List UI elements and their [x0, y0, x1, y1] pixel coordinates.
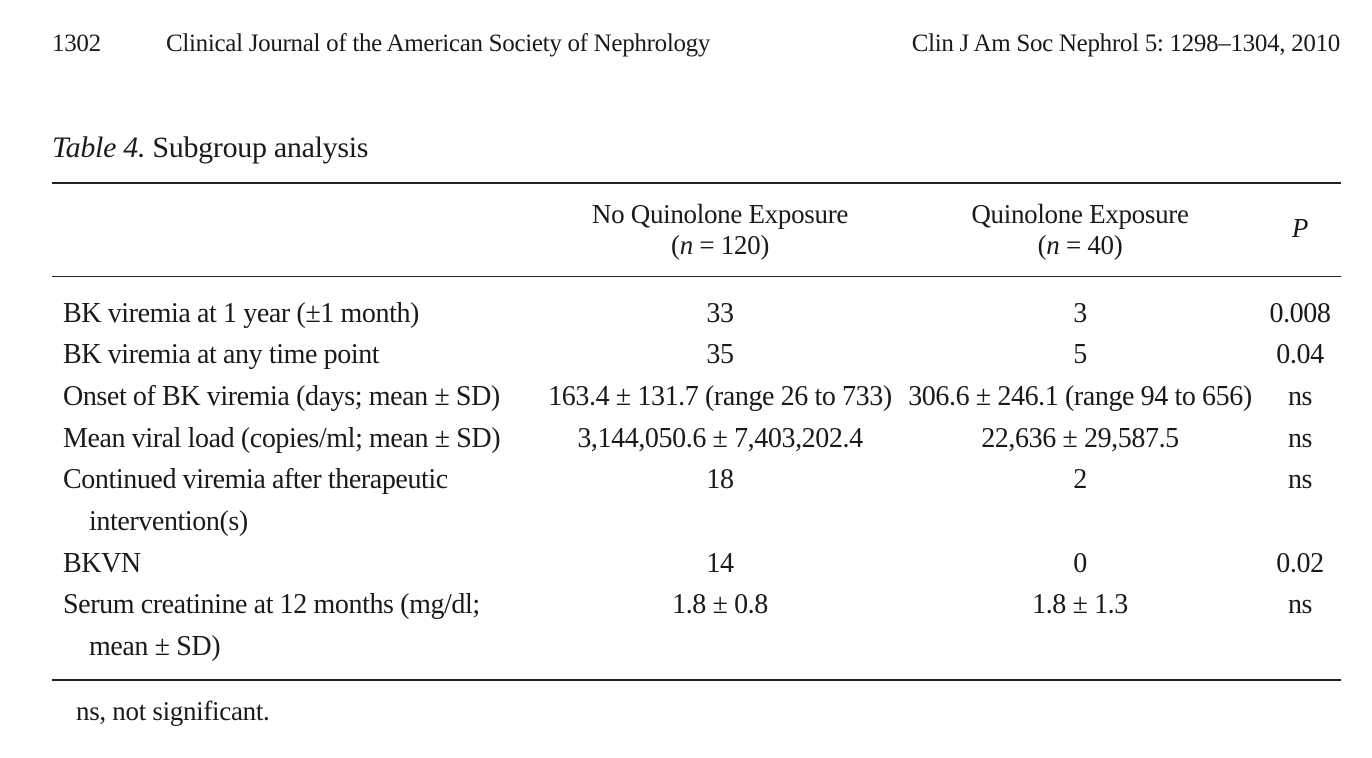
bottom-rule — [52, 679, 1341, 681]
value-quinolone: 5 — [1073, 339, 1087, 370]
value-quinolone: 22,636 ± 29,587.5 — [981, 423, 1179, 454]
p-value: ns — [1287, 381, 1313, 412]
value-no-quinolone: 35 — [706, 339, 734, 370]
p-value: 0.02 — [1276, 548, 1324, 579]
citation: Clin J Am Soc Nephrol 5: 1298–1304, 2010 — [911, 30, 1341, 57]
p-value: 0.04 — [1276, 339, 1324, 370]
row-label: Serum creatinine at 12 months (mg/dl; me… — [63, 584, 543, 667]
journal-name: Clinical Journal of the American Society… — [166, 30, 711, 57]
value-quinolone: 306.6 ± 246.1 (range 94 to 656) — [908, 381, 1252, 412]
value-no-quinolone: 33 — [706, 298, 734, 329]
row-label-continuation: intervention(s) — [89, 505, 248, 537]
column-header-p: P — [1291, 213, 1309, 243]
page-header: 1302 Clinical Journal of the American So… — [52, 30, 1340, 64]
value-no-quinolone: 3,144,050.6 ± 7,403,202.4 — [577, 423, 863, 454]
column-header-no-quinolone-name: No Quinolone Exposure — [591, 199, 849, 229]
page-number: 1302 — [52, 30, 101, 57]
row-label: Continued viremia after therapeutic inte… — [63, 459, 543, 542]
p-value: 0.008 — [1269, 298, 1331, 329]
value-no-quinolone: 163.4 ± 131.7 (range 26 to 733) — [548, 381, 892, 412]
column-header-quinolone: Quinolone Exposure (n = 40) — [920, 199, 1240, 261]
value-no-quinolone: 14 — [706, 548, 734, 579]
header-rule — [52, 276, 1341, 277]
value-quinolone: 2 — [1073, 464, 1087, 495]
row-label: BK viremia at 1 year (±1 month) — [63, 298, 419, 329]
row-label: BKVN — [63, 548, 141, 579]
column-header-no-quinolone: No Quinolone Exposure (n = 120) — [560, 199, 880, 261]
value-no-quinolone: 18 — [706, 464, 734, 495]
value-quinolone: 0 — [1073, 548, 1087, 579]
p-value: ns — [1287, 589, 1313, 620]
n-value: = 40) — [1065, 230, 1123, 260]
row-label: BK viremia at any time point — [63, 339, 380, 370]
column-header-quinolone-n: (n = 40) — [1037, 230, 1123, 260]
column-header-no-quinolone-n: (n = 120) — [670, 230, 770, 260]
value-quinolone: 3 — [1073, 298, 1087, 329]
p-value: ns — [1287, 464, 1313, 495]
table-title-text: Subgroup analysis — [152, 131, 369, 164]
value-quinolone: 1.8 ± 1.3 — [1032, 589, 1128, 620]
n-symbol: n — [679, 230, 694, 260]
row-label: Onset of BK viremia (days; mean ± SD) — [63, 381, 500, 412]
n-value: = 120) — [699, 230, 770, 260]
table-label: Table 4. — [52, 131, 146, 164]
table-footnote: ns, not significant. — [76, 696, 270, 726]
p-value: ns — [1287, 423, 1313, 454]
top-rule — [52, 182, 1341, 184]
table-title: Table 4. Subgroup analysis — [52, 131, 368, 165]
row-label: Mean viral load (copies/ml; mean ± SD) — [63, 423, 501, 454]
n-symbol: n — [1046, 230, 1060, 260]
column-header-quinolone-name: Quinolone Exposure — [971, 199, 1189, 229]
row-label-continuation: mean ± SD) — [89, 630, 221, 662]
value-no-quinolone: 1.8 ± 0.8 — [672, 589, 768, 620]
